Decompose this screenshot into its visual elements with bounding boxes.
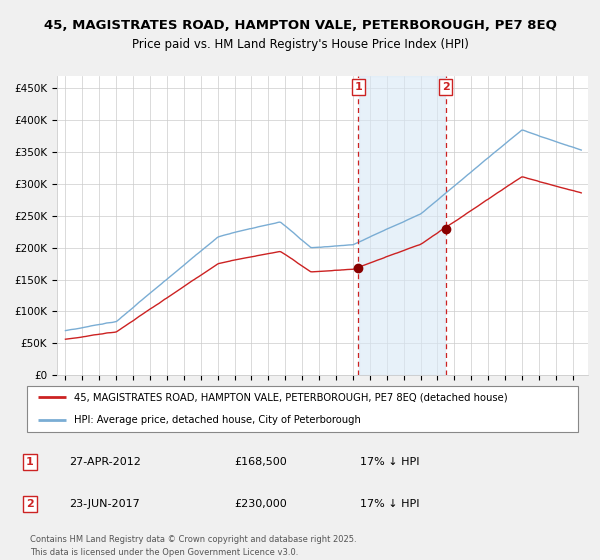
Text: HPI: Average price, detached house, City of Peterborough: HPI: Average price, detached house, City… xyxy=(74,416,361,426)
Text: 1: 1 xyxy=(355,82,362,92)
Text: 17% ↓ HPI: 17% ↓ HPI xyxy=(360,457,419,467)
Text: 2: 2 xyxy=(26,499,34,509)
Text: 23-JUN-2017: 23-JUN-2017 xyxy=(69,499,140,509)
Text: £168,500: £168,500 xyxy=(234,457,287,467)
Text: £230,000: £230,000 xyxy=(234,499,287,509)
Text: 45, MAGISTRATES ROAD, HAMPTON VALE, PETERBOROUGH, PE7 8EQ: 45, MAGISTRATES ROAD, HAMPTON VALE, PETE… xyxy=(44,18,556,32)
Text: 1: 1 xyxy=(26,457,34,467)
Text: Price paid vs. HM Land Registry's House Price Index (HPI): Price paid vs. HM Land Registry's House … xyxy=(131,38,469,52)
Text: 17% ↓ HPI: 17% ↓ HPI xyxy=(360,499,419,509)
Text: Contains HM Land Registry data © Crown copyright and database right 2025.
This d: Contains HM Land Registry data © Crown c… xyxy=(30,535,356,557)
Text: 27-APR-2012: 27-APR-2012 xyxy=(69,457,141,467)
FancyBboxPatch shape xyxy=(27,386,578,432)
Text: 45, MAGISTRATES ROAD, HAMPTON VALE, PETERBOROUGH, PE7 8EQ (detached house): 45, MAGISTRATES ROAD, HAMPTON VALE, PETE… xyxy=(74,392,508,402)
Text: 2: 2 xyxy=(442,82,449,92)
